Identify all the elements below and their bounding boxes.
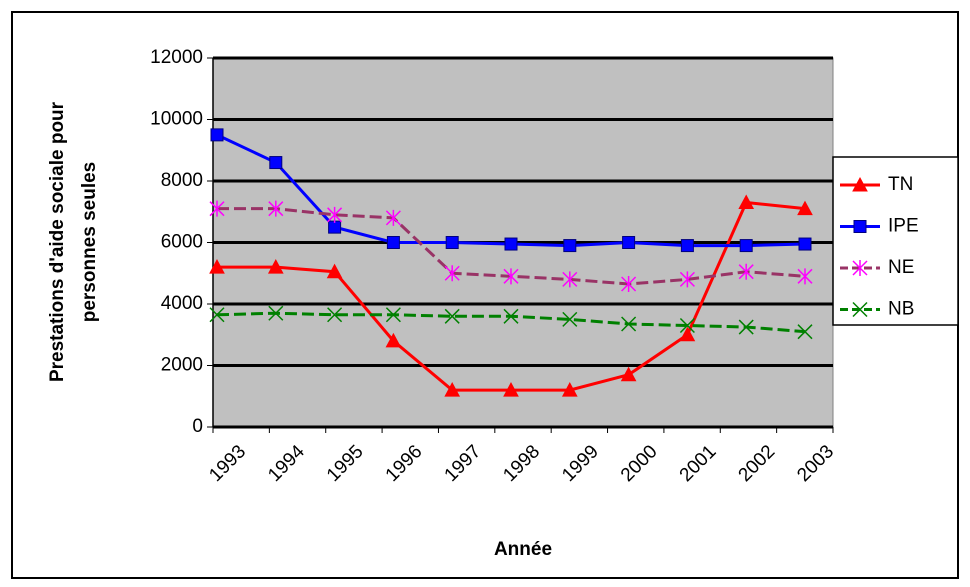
y-axis-title-line: Prestations d'aide sociale pour: [47, 101, 68, 382]
marker: [797, 200, 813, 216]
marker: [562, 271, 578, 288]
marker: [620, 366, 637, 382]
marker: [209, 259, 225, 274]
marker: [210, 128, 224, 142]
marker: [621, 276, 637, 293]
marker: [798, 237, 812, 251]
marker: [444, 265, 460, 282]
marker: [267, 259, 284, 274]
marker: [328, 220, 342, 234]
marker: [504, 237, 518, 251]
marker: [562, 311, 578, 327]
marker: [386, 236, 400, 249]
marker: [268, 200, 284, 217]
y-tick-label: 6000: [161, 232, 203, 253]
marker: [679, 326, 696, 342]
y-tick-label: 10000: [150, 109, 203, 130]
x-axis-title: Année: [494, 539, 552, 560]
y-tick-label: 2000: [161, 355, 203, 376]
y-axis-title-line: personnes seules: [79, 162, 100, 323]
y-tick-label: 0: [192, 416, 203, 437]
marker: [269, 156, 283, 170]
marker: [327, 206, 343, 223]
legend-label: NB: [888, 299, 914, 320]
marker: [326, 263, 343, 279]
marker: [738, 319, 754, 335]
marker: [327, 307, 343, 323]
legend-label: TN: [888, 174, 913, 195]
marker: [739, 239, 753, 253]
marker: [852, 301, 868, 318]
y-tick-label: 4000: [161, 293, 203, 314]
y-tick-label: 12000: [150, 47, 203, 68]
marker: [852, 260, 868, 276]
marker: [445, 236, 459, 249]
marker: [797, 268, 813, 285]
marker: [503, 382, 519, 397]
marker: [852, 176, 868, 192]
marker: [679, 271, 695, 288]
marker: [268, 305, 284, 321]
marker: [738, 263, 754, 280]
marker: [853, 220, 867, 233]
y-tick-label: 8000: [161, 170, 203, 191]
marker: [797, 324, 813, 340]
marker: [444, 382, 461, 397]
marker: [503, 268, 519, 285]
marker: [385, 332, 402, 348]
legend-label: IPE: [888, 216, 919, 237]
marker: [622, 236, 636, 249]
marker: [621, 316, 637, 332]
marker: [444, 308, 460, 324]
marker: [503, 308, 519, 324]
marker: [385, 307, 401, 323]
marker: [561, 382, 578, 397]
marker: [209, 200, 225, 217]
marker: [679, 317, 695, 334]
marker: [563, 239, 577, 253]
legend-label: NE: [888, 257, 914, 278]
marker: [209, 307, 225, 323]
marker: [738, 194, 755, 210]
marker: [680, 239, 694, 253]
marker: [385, 209, 401, 226]
y-axis-title: Prestations d'aide sociale pour personne…: [47, 101, 100, 382]
